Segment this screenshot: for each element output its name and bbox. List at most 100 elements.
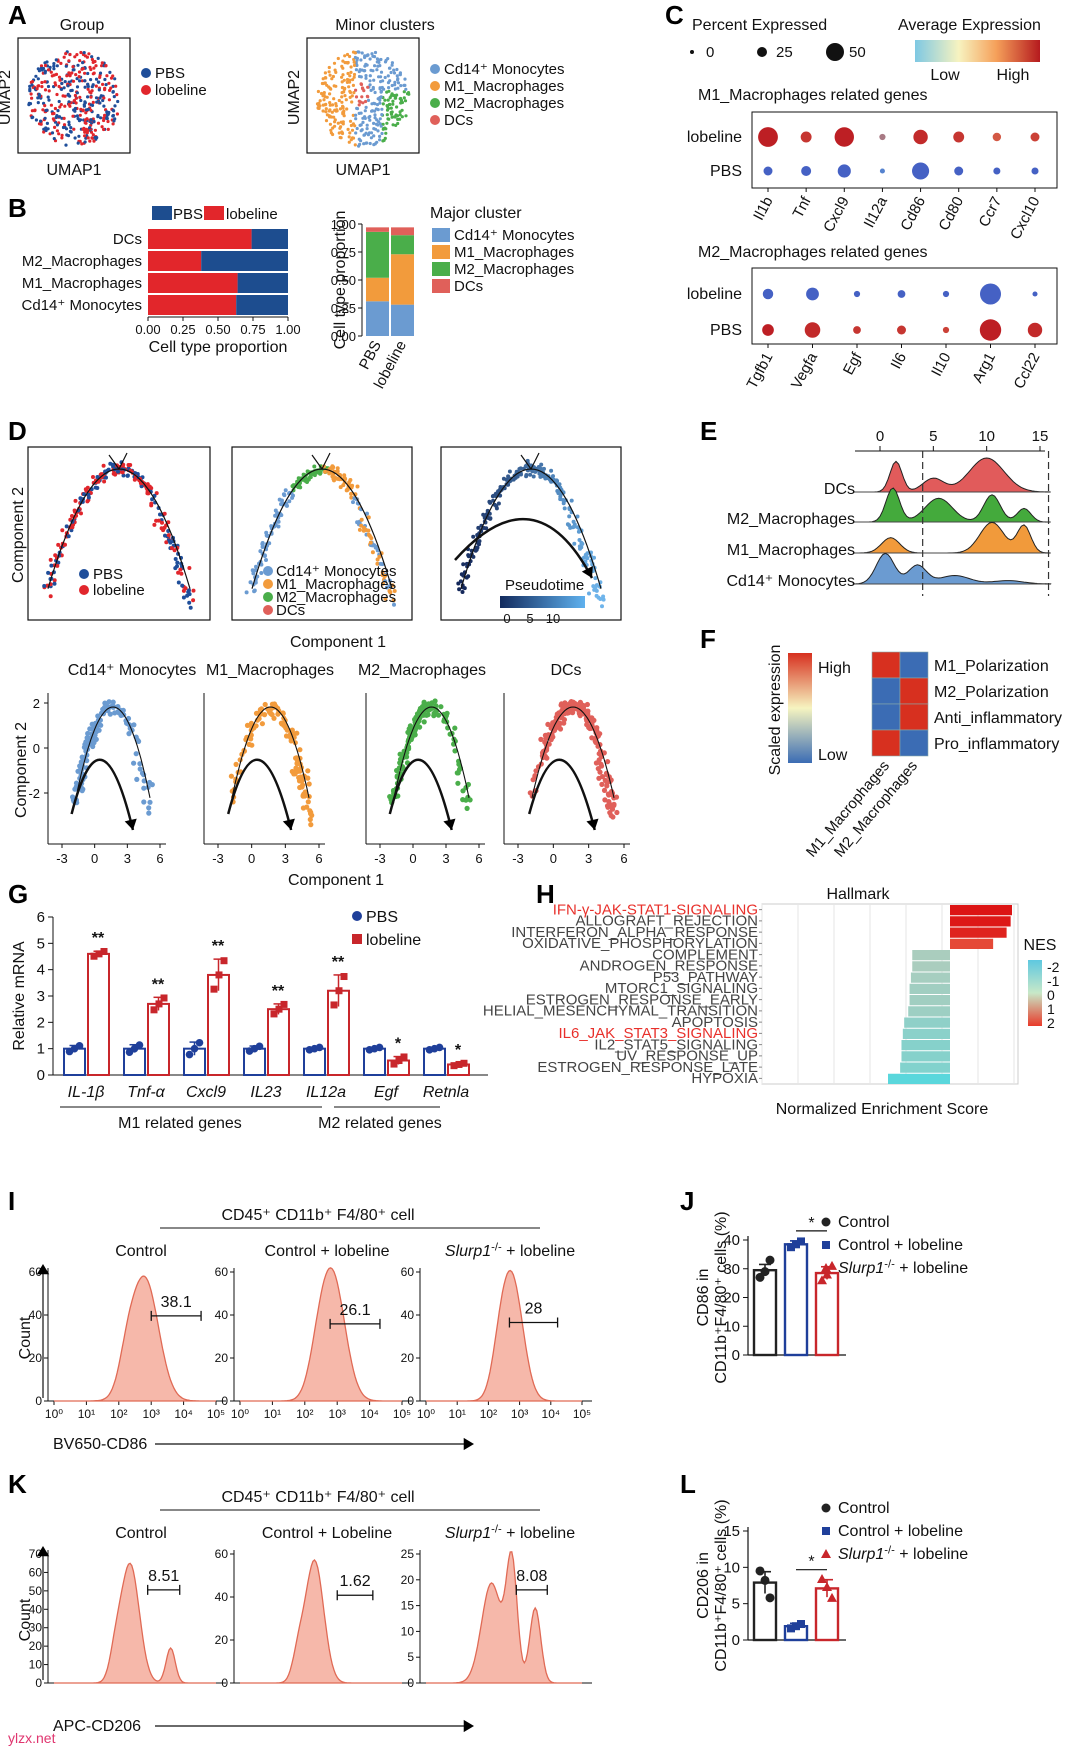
umap-point <box>362 133 366 137</box>
data-point <box>827 1592 837 1602</box>
x-tick-label: 0 <box>91 851 98 866</box>
data-point <box>195 1038 204 1047</box>
cell-point <box>251 571 256 576</box>
umap-point <box>357 50 361 54</box>
umap-point <box>90 57 94 62</box>
x-tick-label: 10⁴ <box>542 1407 561 1421</box>
histogram-area <box>426 1551 582 1684</box>
cell-point <box>276 524 281 529</box>
cell-point <box>471 534 476 539</box>
bar <box>783 1243 809 1357</box>
pathway-label: MTORC1_SIGNALING <box>605 980 758 997</box>
cell-point <box>550 734 556 740</box>
umap-point <box>403 99 408 103</box>
umap-point <box>340 91 344 95</box>
y-tick-label: 15 <box>401 1599 415 1613</box>
x-tick-label: 10¹ <box>264 1407 281 1421</box>
umap-point <box>96 115 100 119</box>
histogram-title-rest: + lobeline <box>502 1243 575 1260</box>
cell-point <box>351 500 355 505</box>
heatmap-cell <box>899 703 929 731</box>
umap-point <box>368 79 372 83</box>
umap-point <box>337 98 341 103</box>
y-tick-label: 60 <box>29 1265 43 1279</box>
umap-point <box>332 61 337 65</box>
legend-swatch <box>432 262 450 276</box>
cell-point <box>264 530 269 535</box>
cell-point <box>185 593 190 598</box>
legend-swatch-lobeline <box>204 206 224 220</box>
data-point <box>827 1260 837 1270</box>
y-tick-label: 20 <box>723 1290 740 1307</box>
umap-point <box>92 139 96 143</box>
histogram-2: Control + lobeline 0 20 40 60 10⁰ 10¹ 10² 10³ 10⁴… <box>215 1243 412 1421</box>
umap-point <box>57 99 61 104</box>
bar-pbs <box>201 251 288 271</box>
umap-point <box>44 108 48 113</box>
umap-point <box>348 54 352 59</box>
umap-point <box>67 120 71 124</box>
size-legend-dot <box>690 50 694 54</box>
dotplot-frame <box>751 111 1058 189</box>
data-point <box>280 1000 288 1008</box>
pathway-label: HYPOXIA <box>691 1070 758 1087</box>
umap-point <box>115 112 119 116</box>
bar-lobeline <box>148 295 237 315</box>
umap-point <box>100 61 104 65</box>
trajectory-branch <box>520 452 540 470</box>
cell-point <box>257 707 263 713</box>
dotplot-title: M1_Macrophages related genes <box>698 87 927 104</box>
umap-point <box>89 118 93 122</box>
nes-legend-tick: -1 <box>1047 973 1060 989</box>
umap-point <box>64 52 68 56</box>
data-point <box>455 1060 463 1068</box>
gate-bar <box>336 1590 374 1601</box>
umap-point <box>341 120 345 124</box>
y-tick-label: 20 <box>215 1351 229 1365</box>
umap-point <box>40 85 44 89</box>
data-point <box>100 947 108 955</box>
data-point <box>390 1060 398 1068</box>
cell-point <box>349 495 354 500</box>
umap-point <box>359 123 363 127</box>
legend-label: DCs <box>276 602 305 619</box>
nes-bar <box>888 1073 950 1084</box>
cell-point <box>577 538 582 542</box>
umap-point <box>324 76 328 80</box>
y-tick-label: 0 <box>221 1394 228 1408</box>
umap-point <box>90 136 95 140</box>
umap-point <box>390 63 394 67</box>
cell-point <box>107 711 113 717</box>
cell-point <box>455 780 461 786</box>
umap-point <box>351 78 355 82</box>
umap-point <box>102 118 106 123</box>
cell-point <box>542 732 549 739</box>
data-point <box>215 971 223 979</box>
umap-point <box>112 119 116 123</box>
umap-point <box>67 102 71 107</box>
x-tick-label: 10¹ <box>78 1407 95 1421</box>
cell-point <box>134 776 140 783</box>
x-tick-label: 0.25 <box>170 322 195 337</box>
umap-point <box>72 99 76 103</box>
y-tick-label: 70 <box>29 1547 43 1561</box>
bar-lobeline <box>148 251 202 271</box>
bottom-ylabel: Component 2 <box>13 722 30 818</box>
umap-point <box>58 78 62 82</box>
umap-point <box>380 131 384 136</box>
expression-dot <box>762 324 774 336</box>
color-legend-title: Average Expression <box>898 17 1041 34</box>
cell-point <box>359 523 364 528</box>
umap-point <box>379 75 383 79</box>
legend-label-pbs: PBS <box>173 206 203 223</box>
umap-point <box>96 121 101 125</box>
trajectory-bottom-2: -3 0 3 6 <box>203 693 325 866</box>
cell-point <box>380 570 385 575</box>
umap-point <box>331 132 335 137</box>
y-tick-label: 20 <box>29 1351 43 1365</box>
umap-point <box>82 104 86 108</box>
x-tick-label: 6 <box>620 851 627 866</box>
umap-point <box>343 54 347 58</box>
umap-point <box>83 118 87 122</box>
umap-point <box>336 56 340 61</box>
